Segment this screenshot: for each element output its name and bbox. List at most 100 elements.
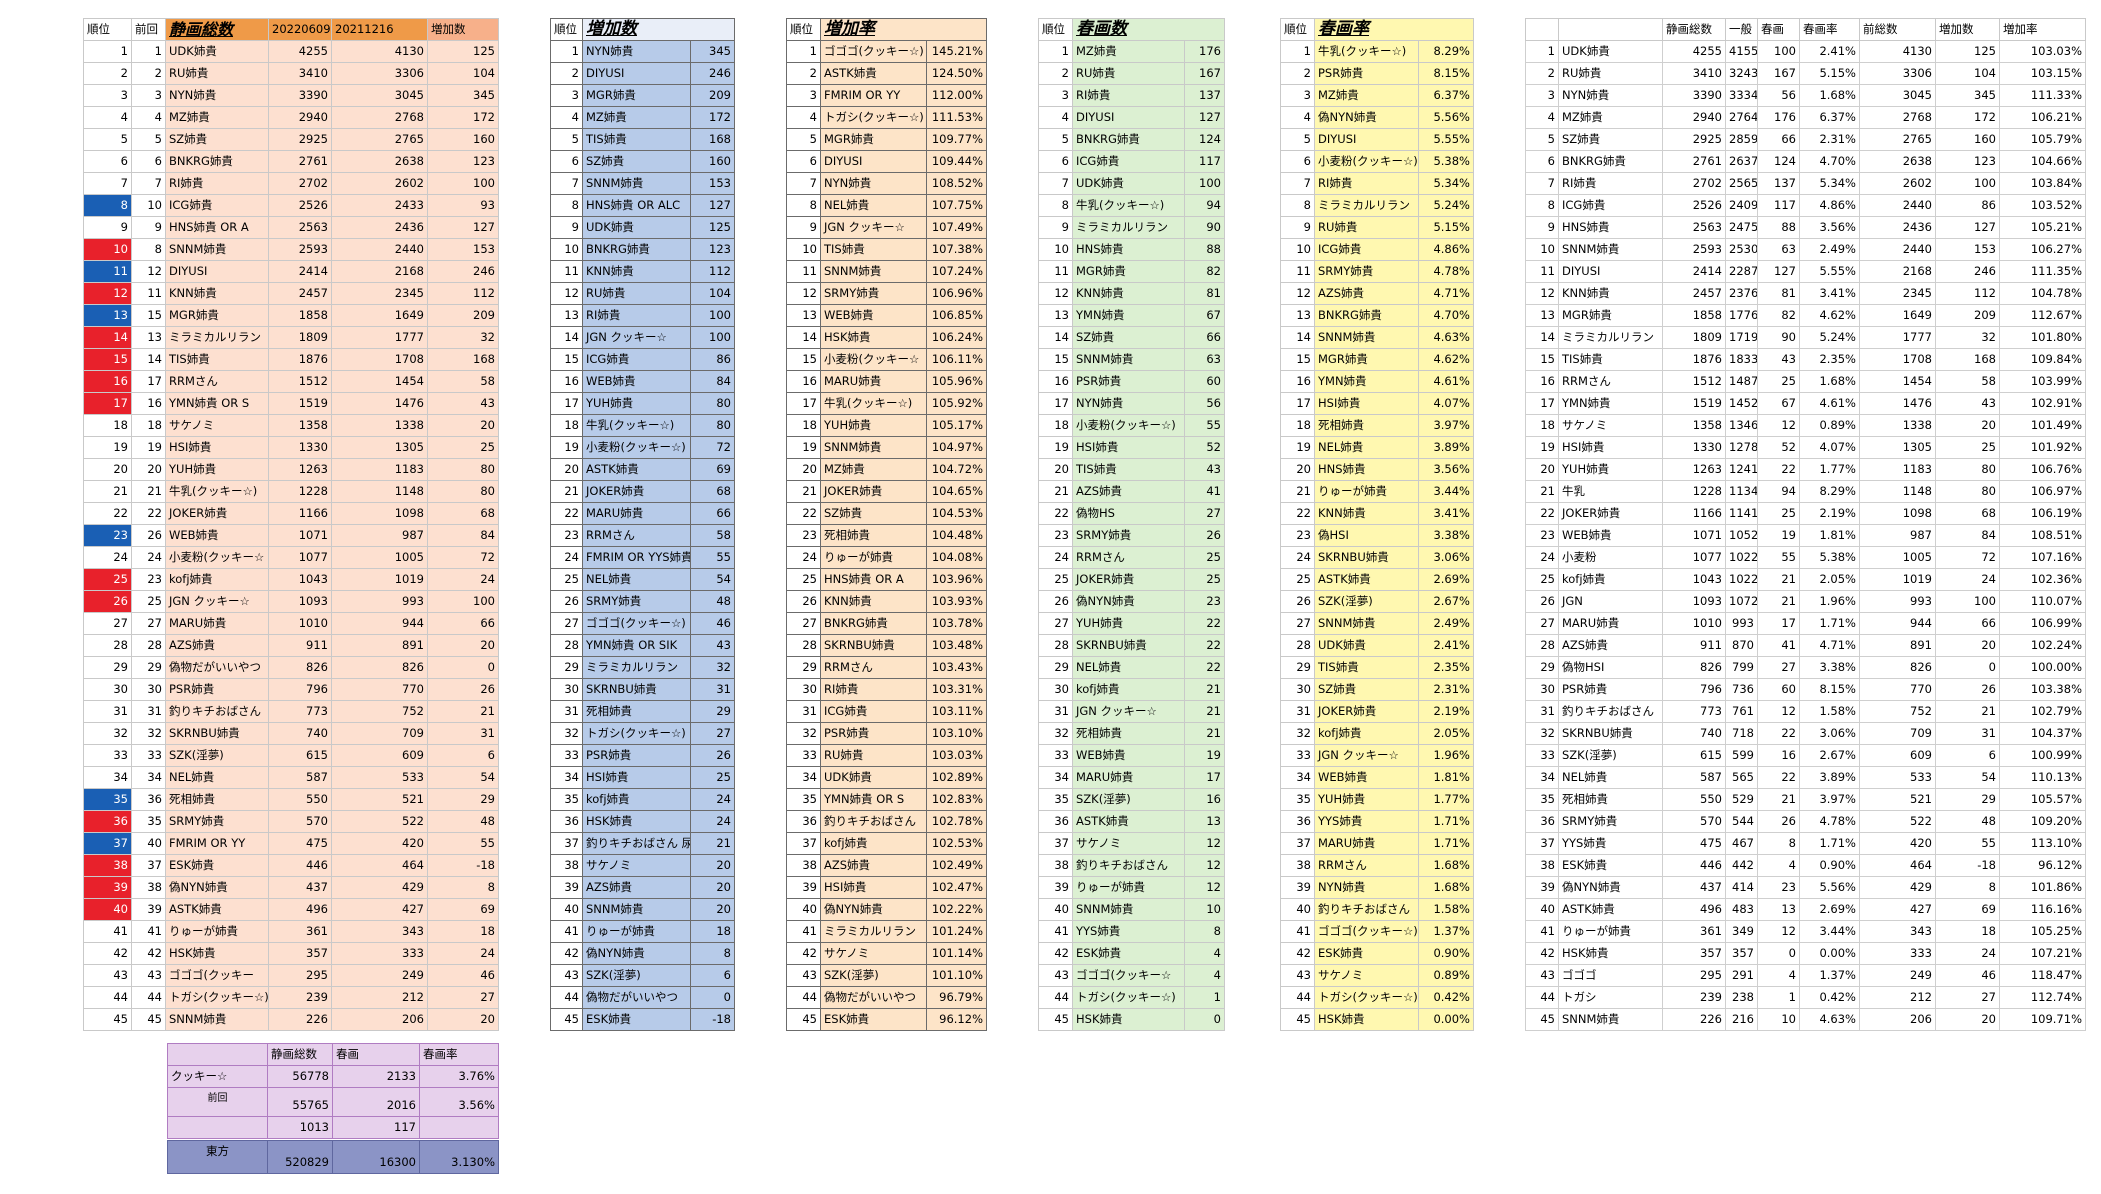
rank-cell: 5 <box>1038 128 1073 151</box>
value-cell: 110.07% <box>1999 590 2086 613</box>
name-cell: YMN姉貴 OR S <box>165 392 269 415</box>
table-row: 35 死相姉貴 550 529 21 3.97% 521 29 105.57% <box>1525 788 2086 811</box>
column-header: 増加数 <box>1935 18 2000 41</box>
value-cell: 106.99% <box>1999 612 2086 635</box>
rank-cell: 8 <box>1280 194 1315 217</box>
rank-cell: 1 <box>1280 40 1315 63</box>
value-cell: 1809 <box>268 326 332 349</box>
value-cell: 69 <box>1935 898 2000 921</box>
name-cell: トガシ(クッキー☆) <box>1314 986 1419 1009</box>
name-cell: RI姉貴 <box>1558 172 1663 195</box>
prev-rank-cell: 43 <box>131 964 166 987</box>
value-cell: 27 <box>427 986 499 1009</box>
value-cell: 22 <box>1757 766 1800 789</box>
value-cell: 357 <box>1725 942 1758 965</box>
value-cell: 2.19% <box>1799 502 1860 525</box>
value-cell: 107.49% <box>926 216 987 239</box>
rank-cell: 39 <box>1280 876 1315 899</box>
table-row: 26 25 JGN クッキー☆ 1093 993 100 <box>83 590 499 613</box>
value-cell: 105.96% <box>926 370 987 393</box>
touhou-total-table: 東方 520829 16300 3.130% <box>167 1140 499 1174</box>
value-cell: 102.22% <box>926 898 987 921</box>
name-cell: ミラミカルリラン <box>1558 326 1663 349</box>
name-cell: AZS姉貴 <box>582 876 691 899</box>
prev-rank-cell: 44 <box>131 986 166 1009</box>
name-cell: YYS姉貴 <box>1558 832 1663 855</box>
value-cell: 13 <box>1757 898 1800 921</box>
value-cell: 1708 <box>1859 348 1936 371</box>
value-cell: 103.96% <box>926 568 987 591</box>
value-cell: 17 <box>1757 612 1800 635</box>
rank-cell: 29 <box>83 656 132 679</box>
table-row: 43 ゴゴゴ 295 291 4 1.37% 249 46 118.47% <box>1525 964 2086 987</box>
value-cell: 113.10% <box>1999 832 2086 855</box>
rank-cell: 18 <box>1280 414 1315 437</box>
table-row: 11 12 DIYUSI 2414 2168 246 <box>83 260 499 283</box>
name-cell: NEL姉貴 <box>165 766 269 789</box>
rank-cell: 24 <box>550 546 583 569</box>
rank-cell: 20 <box>83 458 132 481</box>
column-header: 前総数 <box>1859 18 1936 41</box>
table-row: 8 ICG姉貴 2526 2409 117 4.86% 2440 86 103.52% <box>1525 194 2086 217</box>
table-row: 20 MZ姉貴 104.72% <box>786 458 987 481</box>
name-cell: KNN姉貴 <box>1072 282 1185 305</box>
value-cell: 2.49% <box>1799 238 1860 261</box>
rank-cell: 31 <box>550 700 583 723</box>
rank-cell: 44 <box>550 986 583 1009</box>
name-cell: 牛乳(クッキー☆) <box>820 392 927 415</box>
value-cell: 46 <box>690 612 735 635</box>
value-cell: 31 <box>1525 700 1559 723</box>
table-row: 31 死相姉貴 29 <box>550 700 735 723</box>
rank-cell: 32 <box>1038 722 1073 745</box>
name-cell: YMN姉貴 <box>1558 392 1663 415</box>
table-row: 2 RU姉貴 3410 3243 167 5.15% 3306 104 103.15% <box>1525 62 2086 85</box>
value-cell: 88 <box>1757 216 1800 239</box>
value-cell: 103.99% <box>1999 370 2086 393</box>
table-row: 8 HNS姉貴 OR ALC 127 <box>550 194 735 217</box>
value-cell: 172 <box>427 106 499 129</box>
value-cell: 4.86% <box>1799 194 1860 217</box>
value-cell: 1166 <box>1662 502 1726 525</box>
rank-cell: 21 <box>1280 480 1315 503</box>
table-row: 40 39 ASTK姉貴 496 427 69 <box>83 898 499 921</box>
value-cell: 19 <box>1525 436 1559 459</box>
name-cell: RRMさん <box>1072 546 1185 569</box>
rank-cell: 6 <box>1280 150 1315 173</box>
value-cell: 2.41% <box>1799 40 1860 63</box>
table-row: 16 WEB姉貴 84 <box>550 370 735 393</box>
table-row: 14 SNNM姉貴 4.63% <box>1280 326 1474 349</box>
rank-cell: 12 <box>1038 282 1073 305</box>
rank-cell: 34 <box>786 766 821 789</box>
table-row: 39 りゅーが姉貴 12 <box>1038 876 1225 899</box>
rank-cell: 17 <box>1038 392 1073 415</box>
value-cell: 0.42% <box>1799 986 1860 1009</box>
rank-cell: 22 <box>83 502 132 525</box>
rank-cell: 8 <box>550 194 583 217</box>
table-row: 42 偽NYN姉貴 8 <box>550 942 735 965</box>
value-cell: 3.97% <box>1418 414 1474 437</box>
name-cell: TIS姉貴 <box>582 128 691 151</box>
label-cell: 前回 <box>167 1087 268 1117</box>
value-cell: 2414 <box>268 260 332 283</box>
prev-rank-cell: 16 <box>131 392 166 415</box>
value-cell: 68 <box>1935 502 2000 525</box>
column-header: 春画 <box>332 1043 420 1066</box>
value-cell: 1071 <box>1662 524 1726 547</box>
rank-cell: 37 <box>786 832 821 855</box>
value-cell: 100 <box>1935 590 2000 613</box>
value-cell: 4 <box>1757 964 1800 987</box>
value-cell: 0 <box>1935 656 2000 679</box>
cookie-summary-table: 静画総数 春画 春画率 クッキー☆ 56778 2133 3.76% 前回 55765 2016 3… <box>167 1043 499 1139</box>
value-cell: 54 <box>690 568 735 591</box>
rank-cell: 9 <box>786 216 821 239</box>
value-cell: 3390 <box>268 84 332 107</box>
table-row: 40 SNNM姉貴 10 <box>1038 898 1225 921</box>
name-cell: 死相姉貴 <box>1314 414 1419 437</box>
rank-cell: 4 <box>83 106 132 129</box>
table-row: 29 ミラミカルリラン 32 <box>550 656 735 679</box>
value-cell: 100 <box>1935 172 2000 195</box>
rank-cell: 13 <box>1280 304 1315 327</box>
value-cell: 0 <box>690 986 735 1009</box>
value-cell: 33 <box>1525 744 1559 767</box>
name-cell: SNNM姉貴 <box>165 1008 269 1031</box>
